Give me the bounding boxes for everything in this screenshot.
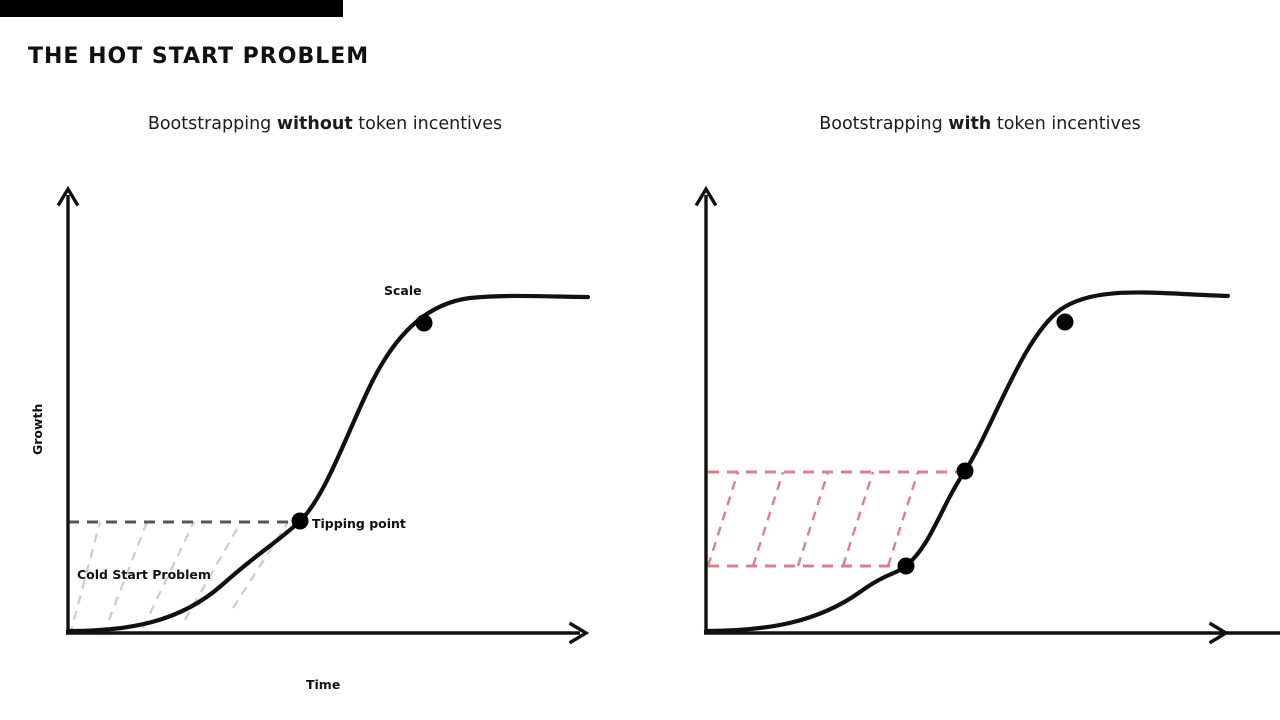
chart-subtitle-left-prefix: Bootstrapping	[147, 114, 277, 134]
y-axis-title-left: Growth	[30, 403, 45, 455]
chart-subtitle-left: Bootstrapping without token incentives	[95, 110, 555, 138]
hot-start-hatch-right	[706, 471, 920, 567]
growth-curve-right	[703, 290, 1231, 634]
chart-panel-with-token-incentives: Bootstrapping with token incentives Poin…	[640, 0, 1280, 720]
chart-subtitle-right-suffix: token incentives	[991, 114, 1141, 134]
chart-subtitle-right-emphasis: with	[948, 114, 992, 134]
chart-subtitle-left-emphasis: without	[276, 114, 353, 134]
chart-panel-without-token-incentives: Bootstrapping without token incentives T…	[30, 110, 591, 692]
marker-scale-left	[415, 314, 433, 332]
annotation-tipping-point: Tipping point	[312, 516, 406, 531]
annotation-scale-left: Scale	[384, 283, 422, 298]
marker-point-of-organic-demand	[956, 462, 974, 480]
chart-subtitle-left-suffix: token incentives	[352, 114, 503, 134]
marker-scale-right	[1056, 313, 1074, 331]
growth-curve-left	[65, 293, 591, 634]
accent-bar	[0, 0, 343, 17]
x-axis-arrow-left	[568, 621, 590, 645]
chart-canvas-right	[694, 185, 1280, 645]
x-axis-title-left: Time	[306, 677, 341, 692]
chart-subtitle-right: Bootstrapping with token incentives	[750, 110, 1210, 138]
marker-tipping-point-left	[291, 512, 309, 530]
chart-canvas-left	[56, 185, 591, 645]
annotation-cold-start-problem: Cold Start Problem	[77, 567, 211, 582]
y-axis-arrow-left	[56, 185, 80, 207]
chart-subtitle-right-prefix: Bootstrapping	[819, 114, 949, 134]
x-axis-arrow-right	[1208, 621, 1230, 645]
page-title: THE HOT START PROBLEM	[28, 44, 370, 69]
y-axis-arrow-right	[694, 185, 718, 207]
marker-new-cold-start-baseline	[897, 557, 915, 575]
